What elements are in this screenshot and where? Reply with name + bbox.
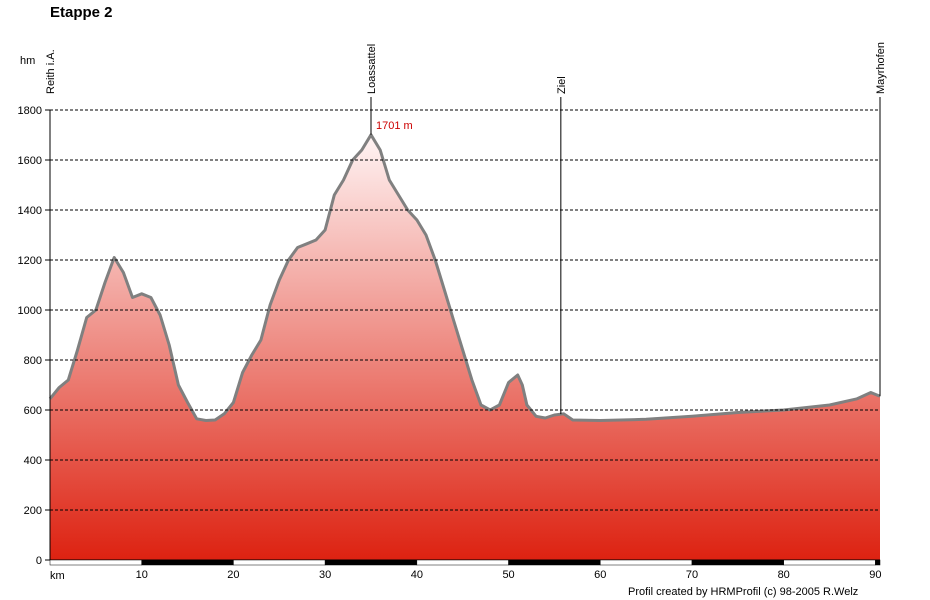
x-tick-label: 80 [778, 569, 790, 581]
credit-text: Profil created by HRMProfil (c) 98-2005 … [628, 586, 859, 598]
y-tick-label: 1600 [18, 155, 42, 167]
x-tick-label: 20 [227, 569, 239, 581]
x-tick-label: 40 [411, 569, 423, 581]
x-axis-scale-segment [783, 559, 876, 566]
x-axis-scale-segment [49, 559, 142, 566]
x-axis-scale-segment [508, 559, 601, 566]
y-tick-label: 200 [24, 505, 42, 517]
y-tick-label: 1000 [18, 305, 42, 317]
x-tick-label: 60 [594, 569, 606, 581]
waypoint-label: Loassattel [366, 44, 378, 94]
y-tick-label: 0 [36, 555, 42, 567]
y-tick-label: 600 [24, 405, 42, 417]
peak-annotation: 1701 m [376, 120, 413, 132]
x-axis-label: km [50, 570, 65, 582]
waypoint-label: Ziel [556, 76, 568, 94]
x-tick-label: 70 [686, 569, 698, 581]
x-tick-label: 10 [136, 569, 148, 581]
x-axis-scale-segment [324, 559, 418, 566]
y-tick-label: 1800 [18, 105, 42, 117]
x-axis-scale-segment [875, 559, 881, 566]
elevation-line [48, 133, 881, 422]
y-axis-label: hm [20, 55, 35, 67]
y-tick-label: 1200 [18, 255, 42, 267]
chart-title: Etappe 2 [50, 4, 113, 21]
x-axis-scale-segment [141, 559, 234, 566]
x-axis-scale-segment [600, 559, 693, 566]
x-axis-scale-segment [233, 559, 326, 566]
y-tick-label: 1400 [18, 205, 42, 217]
x-axis-scale-segment [416, 559, 509, 566]
x-tick-label: 30 [319, 569, 331, 581]
x-tick-label: 90 [869, 569, 881, 581]
waypoint-label: Mayrhofen [875, 42, 887, 94]
elevation-area [50, 134, 880, 561]
y-tick-label: 800 [24, 355, 42, 367]
x-axis-scale-segment [691, 559, 784, 566]
x-tick-label: 50 [502, 569, 514, 581]
waypoint-label: Reith i.A. [45, 49, 57, 94]
y-tick-label: 400 [24, 455, 42, 467]
